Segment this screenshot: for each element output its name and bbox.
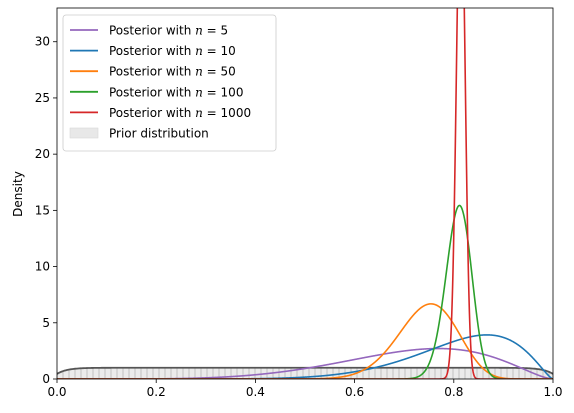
y-tick-label: 20	[35, 147, 50, 161]
x-tick-label: 0.0	[47, 385, 66, 399]
y-tick-label: 25	[35, 91, 50, 105]
y-tick-label: 10	[35, 260, 50, 274]
legend-label-n-100: Posterior with n = 100	[109, 85, 243, 99]
x-axis: 0.0 0.2 0.4 0.6 0.8 1.0	[47, 379, 563, 399]
y-axis-label: Density	[11, 171, 25, 217]
y-axis: 0 5 10 15 20 25 30	[35, 35, 57, 386]
legend-label-n-10: Posterior with n = 10	[109, 44, 236, 58]
prior-distribution-area	[57, 367, 553, 379]
y-tick-label: 15	[35, 203, 50, 217]
legend-label-prior: Prior distribution	[109, 127, 209, 141]
y-tick-label: 5	[42, 316, 50, 330]
legend-label-n-5: Posterior with n = 5	[109, 24, 228, 38]
legend-label-n-50: Posterior with n = 50	[109, 65, 236, 79]
series-line-n-1000	[57, 8, 553, 379]
legend-swatch-prior	[69, 127, 99, 139]
x-tick-label: 1.0	[543, 385, 562, 399]
x-tick-label: 0.4	[246, 385, 265, 399]
plot-frame	[56, 7, 554, 380]
legend-box	[62, 14, 277, 152]
x-tick-label: 0.6	[345, 385, 364, 399]
y-tick-label: 30	[35, 35, 50, 49]
x-tick-label: 0.2	[147, 385, 166, 399]
x-tick-label: 0.8	[444, 385, 463, 399]
legend: Posterior with n = 5 Posterior with n = 1…	[62, 14, 277, 152]
series-line-n-100	[57, 204, 553, 379]
y-tick-label: 0	[42, 372, 50, 386]
legend-label-n-1000: Posterior with n = 1000	[109, 106, 251, 120]
